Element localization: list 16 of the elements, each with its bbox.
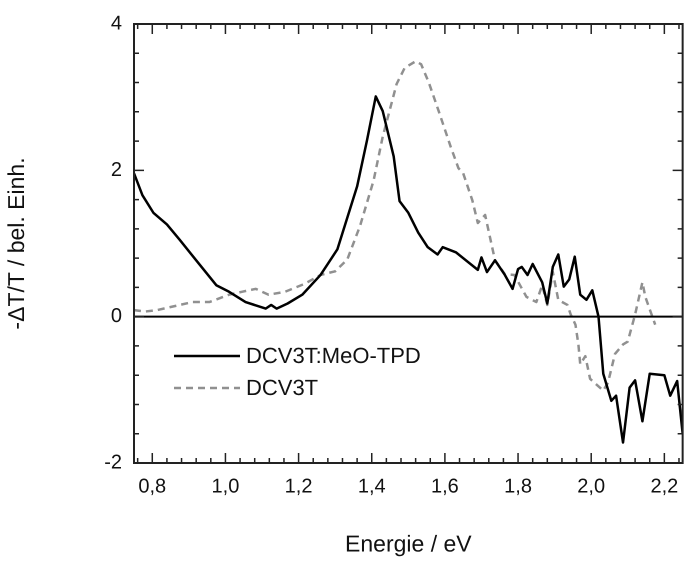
y-tick-label: -2 <box>104 452 122 474</box>
x-tick-label: 0,8 <box>138 476 166 498</box>
x-tick-label: 1,6 <box>430 476 459 498</box>
legend-label: DCV3T:MeO-TPD <box>246 343 421 368</box>
x-axis-title: Energie / eV <box>345 530 472 557</box>
y-axis-title: -ΔT/T / bel. Einh. <box>3 157 30 330</box>
legend-label: DCV3T <box>246 375 318 400</box>
x-tick-label: 1,2 <box>284 476 312 498</box>
y-tick-label: 2 <box>110 158 122 181</box>
x-tick-label: 1,0 <box>212 476 240 498</box>
y-tick-label: 4 <box>110 12 122 35</box>
y-tick-label: 0 <box>110 305 122 328</box>
x-tick-label: 2,2 <box>650 476 678 498</box>
x-tick-label: 1,4 <box>358 476 386 498</box>
x-tick-label: 2,0 <box>577 476 606 498</box>
x-tick-label: 1,8 <box>504 476 532 498</box>
